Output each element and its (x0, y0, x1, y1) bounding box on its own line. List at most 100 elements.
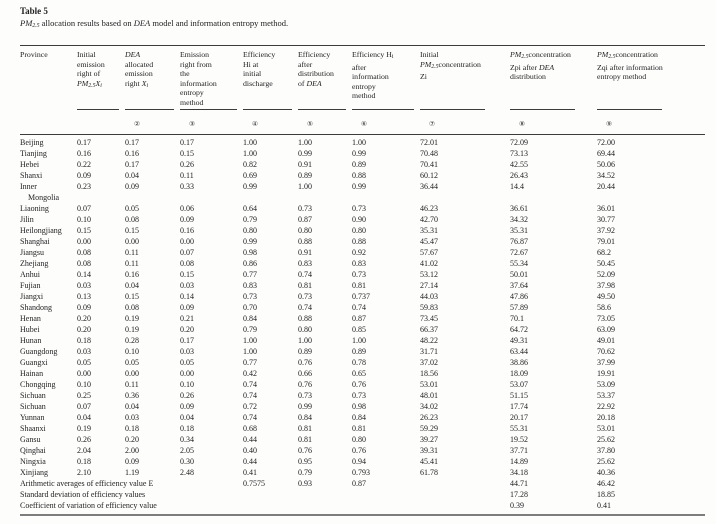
subheader-cell (77, 107, 125, 136)
table-cell: 1.00 (298, 138, 312, 148)
table-cell: 37.80 (597, 446, 615, 456)
table-cell: 34.32 (510, 215, 528, 225)
table-cell: 0.08 (77, 248, 91, 258)
table-cell (298, 489, 352, 500)
table-cell: 0.11 (125, 380, 139, 390)
text-segment: concentration (615, 50, 658, 60)
table-cell: 1.00 (298, 182, 312, 192)
table-cell: 55.31 (510, 424, 528, 434)
table-cell: 0.17 (125, 138, 139, 148)
table-cell: 2.10 (77, 468, 91, 478)
table-row: Qinghai 2.04 2.00 2.05 0.40 0.76 0.76 39.31 37.7… (20, 445, 705, 456)
table-cell: 0.00 (77, 237, 91, 247)
text-segment: i (146, 82, 149, 89)
table-cell: 0.83 (298, 259, 312, 269)
table-cell: 0.00 (77, 369, 91, 379)
text-segment: PM (420, 59, 432, 69)
province-cell: Zhejiang (20, 259, 49, 269)
table-cell: 0.7575 (243, 479, 265, 489)
table-row: Beijing 0.17 0.17 0.17 1.00 1.00 1.00 72.01 72.0… (20, 135, 705, 149)
subheader-cell: ⑨ (597, 107, 705, 136)
table-cell: 0.99 (352, 182, 366, 192)
table-cell: 46.23 (420, 204, 438, 214)
table-cell: 0.09 (180, 215, 194, 225)
table-cell: 0.737 (352, 292, 370, 302)
column-rule (243, 109, 292, 113)
table-cell: 0.99 (243, 237, 257, 247)
table-cell: 48.22 (420, 336, 438, 346)
table-cell: 31.71 (420, 347, 438, 357)
province-cell: Inner Mongolia (20, 182, 60, 203)
table-cell: 0.10 (77, 380, 91, 390)
table-cell (352, 500, 420, 517)
table-row: Xinjiang 2.10 1.19 2.48 0.41 0.79 0.793 61.78 34… (20, 467, 705, 478)
table-cell: 52.09 (597, 270, 615, 280)
table-cell: 0.80 (352, 226, 366, 236)
table-row: Hebei 0.22 0.17 0.26 0.82 0.91 0.89 70.41 42.55 5… (20, 159, 705, 170)
table-cell: 0.20 (77, 325, 91, 335)
table-cell: 0.00 (125, 237, 139, 247)
text-segment: initial (243, 69, 262, 79)
table-cell: 0.17 (125, 160, 139, 170)
table-cell: 51.15 (510, 391, 528, 401)
table-cell: 0.74 (298, 270, 312, 280)
text-segment: 2.5 (521, 54, 529, 61)
table-cell: 18.85 (597, 490, 615, 500)
table-body: Beijing 0.17 0.17 0.17 1.00 1.00 1.00 72.01 72.0… (20, 135, 705, 517)
table-cell: 0.03 (180, 347, 194, 357)
table-cell: 0.65 (352, 369, 366, 379)
province-cell: Hubei (20, 325, 40, 335)
table-cell: 0.10 (77, 215, 91, 225)
text-segment: 2.5 (88, 82, 96, 89)
table-cell: 37.71 (510, 446, 528, 456)
subheader-cell: ⑧ (510, 107, 597, 136)
table-row: Sichuan 0.07 0.04 0.09 0.72 0.99 0.98 34.02 17.7… (20, 401, 705, 412)
table-row: Sichuan 0.25 0.36 0.26 0.74 0.73 0.73 48.01 51.1… (20, 390, 705, 401)
table-cell: 0.99 (352, 149, 366, 159)
table-cell: 0.10 (180, 380, 194, 390)
table-cell: 2.00 (125, 446, 139, 456)
table-cell: 0.81 (352, 424, 366, 434)
text-segment: allocation results based on (39, 18, 134, 28)
table-cell: 37.64 (510, 281, 528, 291)
table-cell: 2.48 (180, 468, 194, 478)
table-cell: 0.73 (298, 391, 312, 401)
table-cell: 79.01 (597, 237, 615, 247)
table-cell: 14.4 (510, 182, 524, 192)
text-segment: Emission (180, 50, 210, 60)
table-cell (420, 478, 510, 489)
text-segment: Hi at (243, 59, 259, 69)
table-cell: 0.78 (352, 358, 366, 368)
table-cell: 44.71 (510, 479, 528, 489)
table-cell: 0.70 (243, 303, 257, 313)
table-cell: 0.73 (298, 204, 312, 214)
table-cell: 1.19 (125, 468, 139, 478)
table-cell: 46.42 (597, 479, 615, 489)
text-segment: Efficiency (298, 50, 331, 60)
column-header-province: Province (20, 46, 77, 108)
text-segment: emission (125, 69, 153, 79)
column-header-efficiency-initial: Efficiency Hi at initial discharge (243, 46, 298, 108)
table-cell: 0.87 (298, 215, 312, 225)
table-row: Jilin 0.10 0.08 0.09 0.79 0.87 0.90 42.70 34.32 3… (20, 214, 705, 225)
table-cell: 0.18 (77, 457, 91, 467)
table-cell: 0.76 (298, 358, 312, 368)
table-row: Shaanxi 0.19 0.18 0.18 0.68 0.81 0.81 59.29 55.3… (20, 423, 705, 434)
table-cell: 49.31 (510, 336, 528, 346)
table-cell: 0.92 (352, 248, 366, 258)
table-cell: 0.18 (180, 424, 194, 434)
table-cell: 36.01 (597, 204, 615, 214)
table-cell: 0.89 (352, 347, 366, 357)
table-cell: 48.01 (420, 391, 438, 401)
column-header-initial-emission-right: Initial emission right of PM2.5Xi (77, 46, 125, 108)
province-cell: Hunan (20, 336, 42, 346)
column-rule (77, 109, 119, 113)
table-cell: 60.12 (420, 171, 438, 181)
column-header-entropy-emission-right: Emission right from the information entropy m… (180, 46, 243, 108)
table-row: Chongqing 0.10 0.11 0.10 0.74 0.76 0.76 53.01 53… (20, 379, 705, 390)
table-cell: 1.00 (243, 138, 257, 148)
subheader-cell: ② (125, 107, 180, 136)
table-cell: 0.11 (125, 248, 139, 258)
text-segment: Province (20, 50, 48, 60)
circled-number: ⑦ (429, 120, 436, 129)
